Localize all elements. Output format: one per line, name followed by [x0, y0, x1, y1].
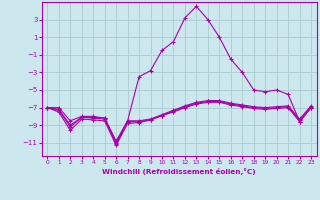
X-axis label: Windchill (Refroidissement éolien,°C): Windchill (Refroidissement éolien,°C)	[102, 168, 256, 175]
